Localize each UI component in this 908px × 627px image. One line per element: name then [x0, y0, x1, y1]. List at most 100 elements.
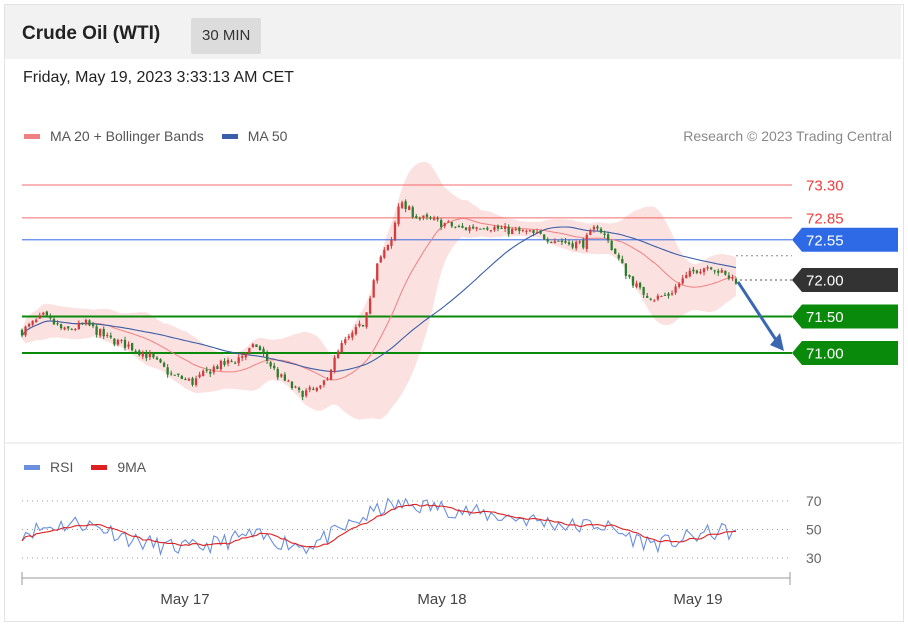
ma50-line: [21, 226, 737, 373]
candle-body: [606, 234, 610, 241]
candle-body: [212, 366, 215, 373]
candle-body: [660, 295, 663, 297]
candle-body: [511, 229, 514, 234]
candle-body: [471, 226, 475, 229]
candle-body: [688, 270, 691, 277]
candle-body: [319, 385, 322, 388]
candle-body: [138, 350, 141, 356]
candle-body: [404, 201, 407, 209]
candle-body: [585, 234, 588, 249]
candle-body: [702, 268, 706, 273]
legend-label-ma20: MA 20 + Bollinger Bands: [50, 128, 204, 144]
candle-body: [397, 206, 400, 225]
candle-body: [312, 388, 315, 390]
candle-body: [155, 357, 159, 360]
candle-body: [290, 381, 294, 389]
candle-body: [507, 226, 510, 235]
candle-body: [329, 369, 333, 380]
level-label-72.85: 72.85: [806, 210, 844, 227]
candle-body: [45, 311, 49, 316]
legend-item-9ma: 9MA: [91, 459, 146, 475]
candle-body: [390, 239, 393, 246]
candle-body: [695, 270, 699, 273]
candle-body: [152, 353, 155, 358]
chart-frame: [4, 4, 904, 622]
ma20-line: [21, 217, 737, 381]
candle-body: [670, 293, 674, 295]
candle-body: [38, 315, 41, 319]
candle-body: [198, 374, 201, 378]
candle-body: [24, 326, 27, 336]
candle-body: [436, 218, 439, 220]
legend-swatch-ma50: [221, 133, 238, 139]
candle-body: [209, 371, 212, 374]
candle-body: [393, 222, 397, 241]
candle-body: [521, 230, 525, 232]
candle-body: [255, 344, 258, 348]
candle-body: [305, 390, 308, 396]
candle-body: [308, 387, 311, 390]
forecast-arrow-head: [770, 333, 784, 351]
candle-body: [415, 216, 418, 218]
candle-body: [230, 361, 233, 363]
candle-body: [134, 351, 137, 353]
candle-body: [621, 258, 624, 264]
candle-body: [596, 226, 599, 229]
candle-body: [610, 241, 613, 251]
level-label-71.50: 71.50: [806, 309, 844, 326]
candle-body: [432, 218, 436, 220]
candle-body: [731, 277, 734, 279]
candle-body: [301, 390, 304, 397]
candle-body: [475, 227, 478, 229]
candle-body: [582, 240, 585, 248]
candle-body: [553, 241, 556, 243]
candle-body: [425, 214, 429, 217]
legend-item-ma50: MA 50: [221, 128, 287, 144]
rsi-tick-30: 30: [806, 550, 822, 566]
candle-body: [635, 283, 638, 287]
candle-body: [617, 254, 620, 259]
candle-body: [269, 362, 272, 367]
candle-body: [233, 362, 237, 364]
candle-body: [631, 276, 635, 286]
candle-body: [422, 215, 425, 218]
candle-body: [49, 315, 52, 319]
candle-body: [184, 379, 187, 381]
bollinger-band: [22, 161, 736, 420]
candle-body: [333, 357, 336, 371]
candle-body: [454, 226, 457, 228]
candle-body: [173, 374, 176, 376]
candle-body: [727, 275, 731, 279]
candle-body: [351, 332, 354, 338]
candle-body: [500, 227, 503, 229]
candle-body: [653, 300, 656, 302]
candle-body: [518, 227, 521, 232]
candle-body: [709, 267, 713, 270]
candle-body: [368, 298, 372, 314]
legend-swatch-rsi: [24, 464, 40, 470]
candle-body: [127, 344, 130, 347]
candle-body: [447, 221, 450, 223]
candle-body: [162, 362, 166, 367]
candle-body: [550, 242, 553, 244]
candle-body: [706, 267, 709, 269]
candle-body: [248, 348, 251, 353]
candle-body: [464, 227, 468, 230]
legend-item-rsi: RSI: [24, 459, 73, 475]
candle-body: [479, 228, 482, 230]
candle-body: [106, 335, 109, 337]
candle-body: [294, 386, 297, 388]
candle-body: [578, 241, 581, 243]
timeframe-badge[interactable]: 30 MIN: [191, 18, 262, 54]
candle-body: [646, 295, 649, 298]
candle-body: [344, 339, 347, 344]
candle-body: [543, 234, 546, 240]
candle-body: [713, 270, 716, 272]
candle-body: [685, 274, 688, 279]
x-tick-label: May 19: [673, 591, 722, 608]
candle-body: [372, 280, 375, 298]
candle-body: [102, 328, 105, 337]
level-label-72.55: 72.55: [806, 232, 844, 249]
candle-body: [63, 327, 66, 330]
candle-body: [27, 323, 31, 327]
